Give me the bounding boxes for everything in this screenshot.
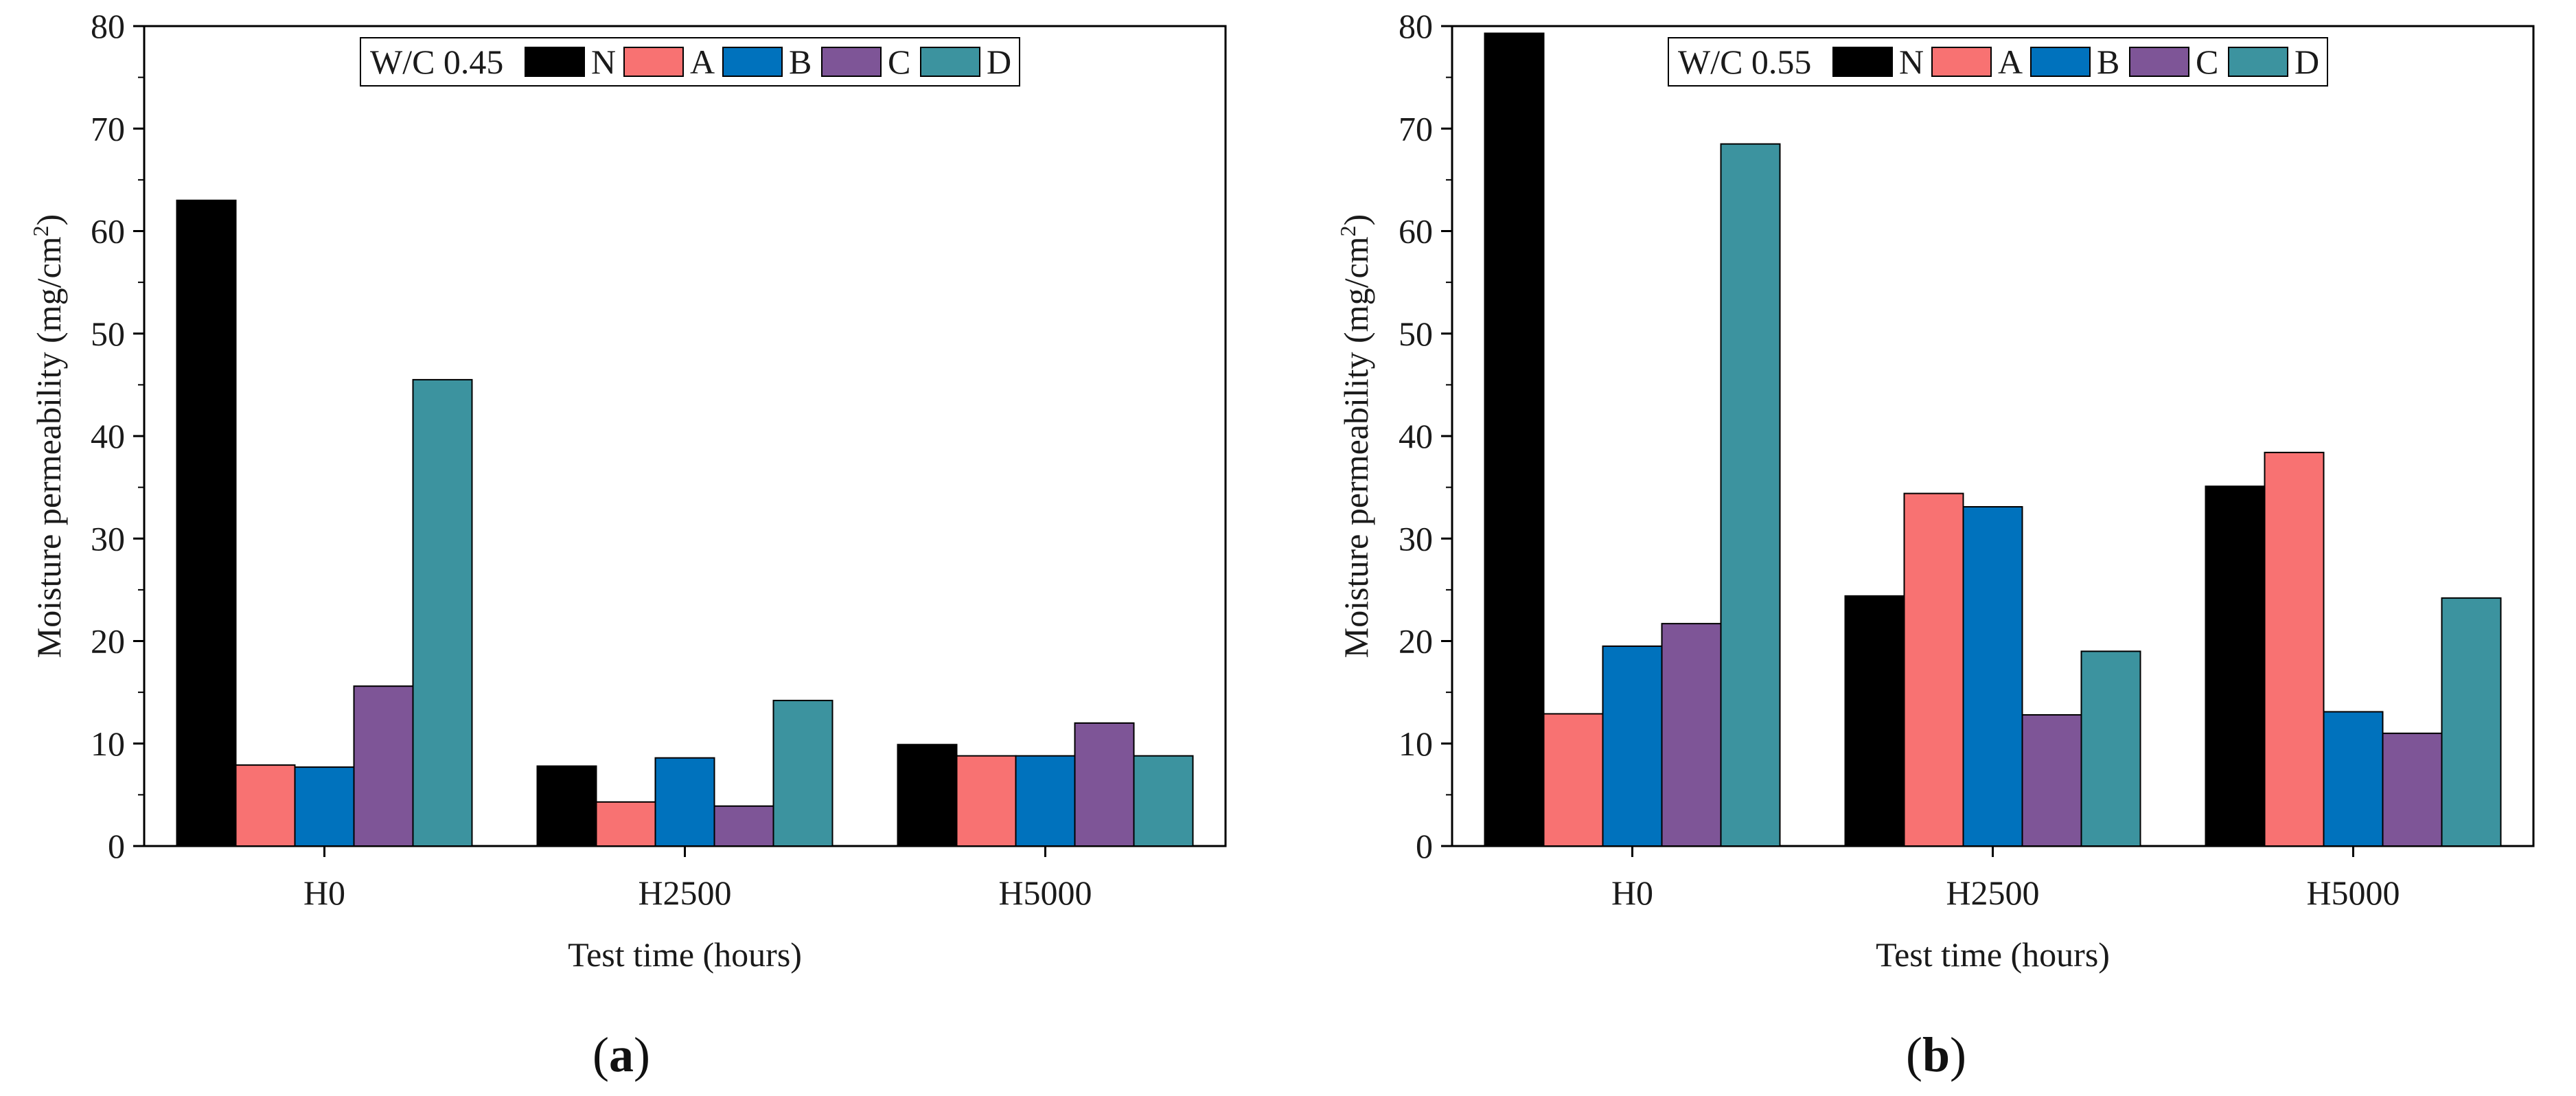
bar-B-H0 [294,766,355,847]
y-tick-label: 30 [91,519,125,558]
legend-label-A: A [1998,43,2023,81]
legend-label-D: D [2295,43,2319,81]
bar-D-H5000 [2441,597,2502,847]
bar-C-H5000 [1074,722,1135,847]
y-tick-label: 20 [1399,622,1433,661]
legend-swatch-D [2228,47,2288,77]
bar-D-H0 [412,378,473,847]
legend-swatch-B [722,47,783,77]
bar-A-H2500 [1903,492,1964,847]
x-tick-label: H2500 [1946,874,2039,912]
y-tick-label: 50 [1399,315,1433,353]
bar-N-H5000 [2205,486,2266,847]
x-tick-label: H0 [1611,874,1653,912]
y-tick-label: 30 [1399,519,1433,558]
y-axis-title: Moisture permeability (mg/cm2) [28,214,68,658]
y-tick-label: 80 [1399,7,1433,45]
bar-C-H2500 [713,805,774,847]
bar-D-H2500 [2080,650,2141,847]
legend-label-C: C [2196,43,2218,81]
y-tick-label: 20 [91,622,125,661]
bar-N-H0 [1484,32,1545,847]
legend-swatch-N [1832,47,1893,77]
legend-swatch-D [920,47,980,77]
x-tick-label: H2500 [638,874,731,912]
y-tick-label: 10 [1399,724,1433,763]
x-axis-title: Test time (hours) [568,935,802,974]
y-tick-label: 80 [91,7,125,45]
legend-swatch-N [525,47,585,77]
bar-A-H5000 [956,755,1017,847]
bar-A-H5000 [2264,451,2325,847]
y-tick-label: 10 [91,724,125,763]
x-tick-label: H5000 [2306,874,2400,912]
bar-A-H0 [235,764,296,847]
bar-B-H2500 [1962,505,2023,847]
bar-N-H0 [176,199,237,847]
legend-swatch-B [2030,47,2091,77]
legend-label-N: N [591,43,616,81]
bar-B-H2500 [654,757,715,847]
legend-label-A: A [690,43,715,81]
bar-D-H5000 [1133,755,1194,847]
bar-N-H5000 [897,744,958,847]
y-tick-label: 70 [91,109,125,148]
y-tick-label: 40 [91,417,125,455]
y-axis-title: Moisture permeability (mg/cm2) [1335,214,1375,658]
legend-swatch-C [821,47,882,77]
y-tick-label: 0 [1416,827,1433,865]
bar-D-H2500 [772,700,833,847]
y-tick-label: 60 [1399,212,1433,251]
chart-panel-a: H0 H2500 H5000 0 10 20 30 40 50 60 70 80 Test time (… [28,7,1227,974]
legend-swatch-A [623,47,684,77]
legend-swatch-A [1931,47,1992,77]
legend-swatch-C [2129,47,2189,77]
legend-label-N: N [1899,43,1924,81]
bar-C-H0 [1661,623,1722,847]
legend-label-C: C [888,43,910,81]
legend-box [1668,37,2328,87]
panel-label-b: (b) [1905,1027,1966,1082]
bar-C-H5000 [2382,732,2443,847]
legend-label-B: B [789,43,812,81]
y-tick-label: 60 [91,212,125,251]
legend: W/C 0.45 N A B C D [360,37,1020,87]
bar-C-H2500 [2021,713,2082,847]
legend-label-B: B [2097,43,2119,81]
y-tick-label: 50 [91,315,125,353]
legend-box [360,37,1020,87]
bar-C-H0 [353,685,414,847]
bar-N-H2500 [536,765,597,847]
chart-panel-b: H0 H2500 H5000 0 10 20 30 40 50 60 70 80 Test time (… [1335,7,2535,974]
bar-D-H0 [1720,143,1781,847]
y-tick-label: 70 [1399,109,1433,148]
bar-A-H2500 [595,801,656,847]
plot-frame [143,25,1227,847]
y-tick-label: 40 [1399,417,1433,455]
legend: W/C 0.55 N A B C D [1668,37,2328,87]
bar-B-H0 [1602,645,1663,847]
legend-title: W/C 0.45 [370,43,503,81]
x-tick-label: H5000 [998,874,1092,912]
legend-title: W/C 0.55 [1678,43,1811,81]
bar-N-H2500 [1844,595,1905,847]
panel-label-a: (a) [593,1027,650,1082]
bar-A-H0 [1543,713,1604,847]
bar-B-H5000 [2323,711,2384,847]
y-tick-label: 0 [108,827,125,865]
bar-B-H5000 [1015,755,1076,847]
x-tick-label: H0 [303,874,345,912]
x-axis-title: Test time (hours) [1876,935,2110,974]
legend-label-D: D [987,43,1011,81]
